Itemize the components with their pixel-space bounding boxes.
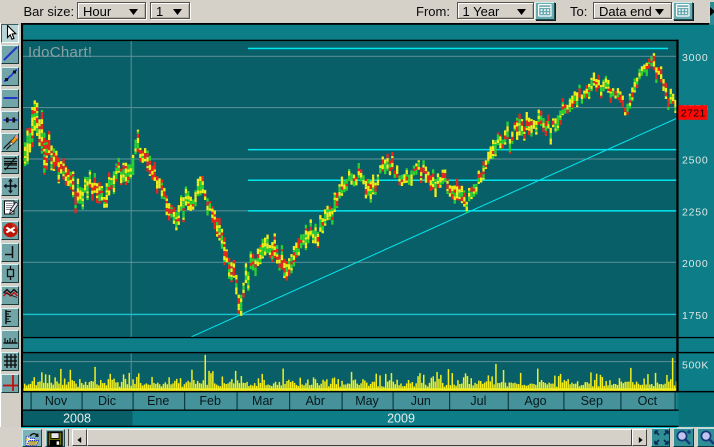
svg-text:Jul: Jul — [470, 394, 486, 408]
svg-text:Feb: Feb — [199, 394, 221, 408]
svg-text:Oct: Oct — [638, 394, 658, 408]
svg-text:Ago: Ago — [524, 394, 546, 408]
svg-text:Dic: Dic — [98, 394, 116, 408]
svg-text:500K: 500K — [682, 359, 709, 371]
svg-text:Sep: Sep — [581, 394, 603, 408]
svg-text:2008: 2008 — [63, 411, 91, 425]
svg-text:2500: 2500 — [682, 154, 709, 166]
svg-text:2000: 2000 — [682, 257, 709, 269]
svg-text:2250: 2250 — [682, 206, 709, 218]
svg-text:Abr: Abr — [305, 394, 324, 408]
svg-text:Jun: Jun — [411, 394, 431, 408]
svg-text:Mar: Mar — [252, 394, 274, 408]
svg-text:2721: 2721 — [681, 107, 706, 119]
svg-text:2009: 2009 — [387, 411, 415, 425]
svg-text:1750: 1750 — [682, 310, 709, 322]
svg-text:Nov: Nov — [45, 394, 68, 408]
svg-text:3000: 3000 — [682, 51, 709, 63]
svg-text:IdoChart!: IdoChart! — [28, 43, 92, 60]
svg-text:Ene: Ene — [147, 394, 169, 408]
svg-text:May: May — [355, 394, 379, 408]
